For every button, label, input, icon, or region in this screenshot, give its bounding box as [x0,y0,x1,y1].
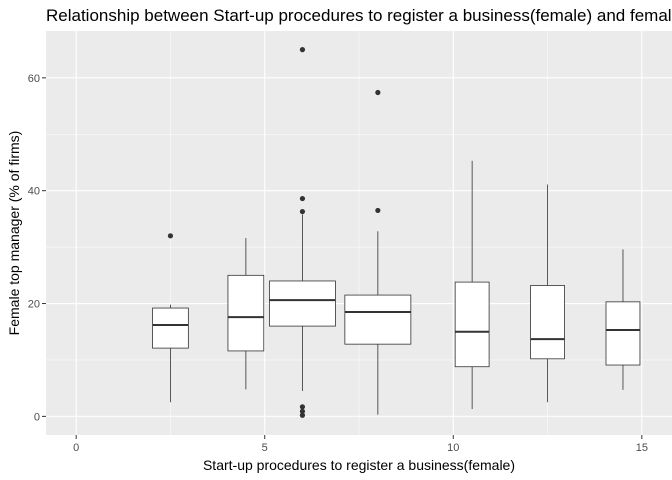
outlier-point [299,208,306,215]
box [152,307,189,349]
boxes [152,47,641,418]
y-tick-label: 40 [28,186,40,198]
x-tick-label: 10 [447,442,459,454]
box [344,294,412,345]
box [269,280,336,327]
outlier-point [299,195,306,202]
box-group-5 [454,160,490,410]
box-group-2 [227,238,265,390]
grid [46,31,672,435]
y-axis-title: Female top manager (% of firms) [6,131,22,336]
box [530,285,565,360]
outlier-point [375,89,381,96]
axes: 0 5 10 15 0 20 40 60 [28,73,648,454]
x-tick-label: 5 [262,442,268,454]
x-tick-label: 0 [73,442,79,454]
box-group-1 [152,233,189,403]
x-tick-label: 15 [636,442,648,454]
box-group-6 [530,184,565,403]
outlier-point [299,408,306,414]
box-group-3 [269,47,336,418]
x-axis-title: Start-up procedures to register a busine… [203,457,515,473]
outlier-point [299,47,306,53]
box-group-4 [344,89,412,415]
outlier-point [167,233,174,239]
box [227,274,265,352]
box-group-7 [605,249,641,390]
outlier-point [299,412,306,418]
y-tick-label: 60 [28,73,40,85]
outlier-point [375,207,381,214]
y-tick-label: 20 [28,299,40,311]
chart-title: Relationship between Start-up procedures… [46,6,672,25]
outlier-point [299,404,306,410]
box [605,301,641,366]
y-tick-label: 0 [34,411,40,423]
box [454,281,490,368]
